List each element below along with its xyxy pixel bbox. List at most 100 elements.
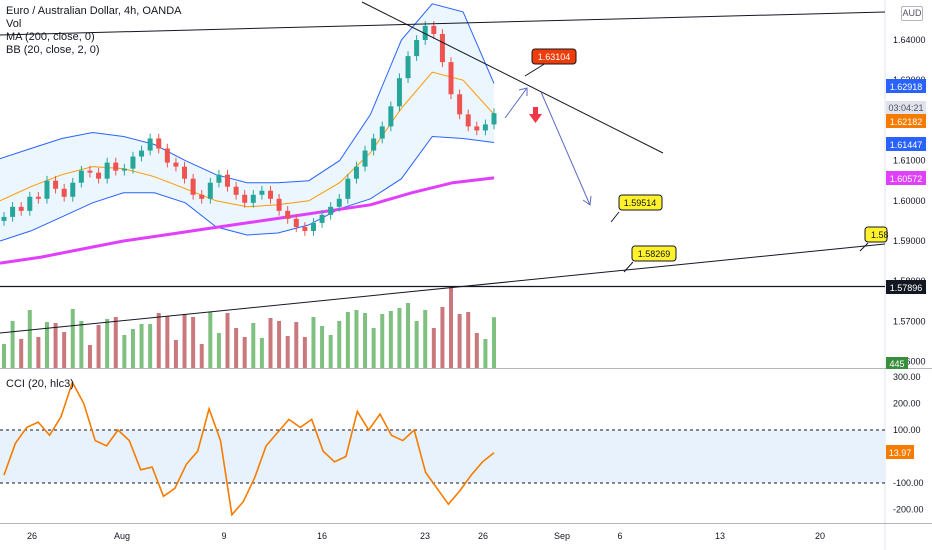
volume-bar [380, 314, 385, 368]
volume-bar [96, 325, 101, 368]
candle-body [267, 190, 273, 199]
volume-bar [2, 344, 6, 368]
candle-body [147, 138, 153, 151]
volume-bar [251, 323, 256, 368]
callout-target-mid: 1.59514 [624, 198, 657, 208]
volume-bar [345, 312, 350, 368]
volume-bars [2, 287, 496, 368]
down-arrow-icon [529, 107, 542, 123]
countdown-tag [886, 101, 926, 114]
bb-lower-price-tag [886, 137, 926, 151]
bb-basis-line [0, 71, 495, 208]
volume-bar [492, 317, 496, 368]
price-tick-label: 1.64000 [893, 35, 926, 45]
bb-indicator-label[interactable]: BB (20, close, 2, 0) [6, 44, 100, 56]
volume-bar [449, 287, 454, 368]
candle-body [276, 198, 282, 211]
volume-bar [320, 326, 325, 368]
bb-fill [0, 3, 494, 241]
volume-bar [87, 345, 92, 368]
candle-body [379, 126, 385, 139]
vol-indicator-label[interactable]: Vol [6, 18, 22, 30]
volume-bar [130, 329, 135, 368]
time-tick-label: 20 [815, 531, 825, 541]
volume-bar [311, 317, 316, 368]
candle-body [465, 114, 471, 127]
volume-bar [302, 337, 307, 368]
callout-target-edge: 1.58 [871, 230, 889, 240]
volume-bar [44, 322, 49, 368]
volume-bar [208, 312, 213, 368]
symbol-title[interactable]: Euro / Australian Dollar, 4h, OANDA [6, 5, 182, 17]
candle-body [422, 25, 428, 40]
candle-body [139, 150, 145, 157]
volume-bar [397, 308, 402, 368]
callout-box[interactable] [864, 226, 888, 243]
candle-body [302, 226, 308, 231]
time-axis[interactable]: 26 Aug 9 16 23 26 Sep 6 13 20 [27, 531, 825, 541]
callout-pointer [623, 261, 634, 273]
bb-lower-price-text: 1.61447 [890, 140, 923, 150]
candle-body [482, 124, 488, 131]
candle-body [96, 172, 102, 179]
cci-axis[interactable]: 300.00 200.00 100.00 -100.00 -200.00 [893, 372, 924, 515]
currency-badge[interactable]: AUD [901, 6, 923, 21]
candle-body [190, 178, 196, 195]
callout-box[interactable] [618, 194, 663, 211]
volume-bar [70, 309, 75, 368]
candle-body [491, 113, 497, 125]
candle-body [457, 94, 463, 115]
volume-bar [328, 335, 333, 368]
candle-body [371, 138, 377, 151]
callout-box[interactable] [631, 245, 677, 262]
ma-indicator-label[interactable]: MA (200, close, 0) [6, 31, 95, 43]
cci-tick-label: -200.00 [893, 505, 924, 515]
price-tick-label: 1.59000 [893, 236, 926, 246]
volume-value-tag [886, 357, 908, 369]
volume-bar [62, 332, 67, 368]
cci-path [3, 380, 495, 517]
volume-bar [466, 312, 471, 368]
cci-tick-label: -100.00 [893, 478, 924, 488]
callout-pointer [859, 242, 869, 252]
callout-box[interactable] [531, 48, 577, 65]
volume-bar [113, 317, 118, 368]
resistance-trendline-upper[interactable] [0, 11, 886, 36]
candle-body [396, 78, 402, 107]
volume-bar [165, 316, 170, 368]
volume-bar [268, 318, 273, 368]
candle-body [173, 162, 179, 167]
candle-body [35, 196, 41, 199]
volume-bar [371, 328, 376, 368]
volume-bar [27, 310, 32, 368]
volume-bar [431, 328, 436, 368]
candle-body [439, 33, 445, 63]
last-price-tag [886, 114, 926, 128]
cci-tick-label: 300.00 [893, 372, 921, 382]
volume-bar [277, 321, 282, 368]
volume-bar [414, 321, 419, 368]
countdown-text: 03:04:21 [888, 103, 923, 113]
ascending-support-trendline[interactable] [0, 243, 886, 334]
bollinger-bands [0, 3, 495, 242]
candle-body [319, 214, 325, 223]
candle-body [53, 180, 59, 189]
volume-bar [122, 335, 127, 368]
candle-body [310, 222, 316, 231]
candle-body [414, 40, 420, 57]
volume-bar [139, 324, 144, 368]
candle-body [121, 168, 127, 171]
volume-bar [173, 340, 178, 368]
ma200-price-text: 1.60572 [890, 174, 923, 184]
cci-tick-label: 200.00 [893, 399, 921, 409]
volume-bar [182, 314, 187, 368]
ma200-price-tag [886, 171, 926, 185]
cci-indicator-label[interactable]: CCI (20, hlc3) [6, 378, 74, 390]
volume-bar [285, 336, 290, 368]
time-tick-label: 9 [221, 531, 226, 541]
candle-body [1, 216, 7, 221]
candle-body [353, 166, 359, 179]
volume-bar [19, 339, 24, 368]
descending-trendline[interactable] [361, 1, 664, 154]
